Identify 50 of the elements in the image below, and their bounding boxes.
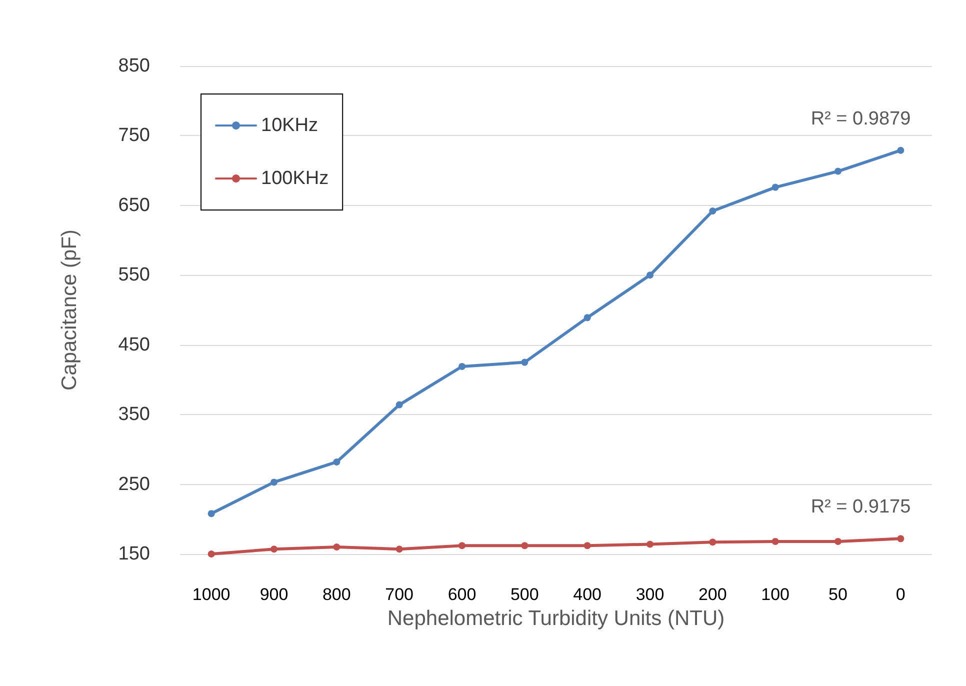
x-tick-label: 800 [322, 585, 351, 604]
annotation: R² = 0.9175 [810, 496, 911, 518]
point [646, 540, 654, 548]
y-tick-label: 350 [118, 404, 150, 426]
point [521, 358, 528, 366]
point [333, 458, 340, 466]
y-tick-label: 850 [118, 56, 150, 76]
y-tick-label: 150 [118, 544, 150, 564]
point [709, 538, 716, 546]
legend-label: 100KHz [261, 168, 329, 189]
point [333, 544, 340, 551]
point [396, 401, 403, 408]
point [458, 362, 466, 370]
x-tick-label: 400 [573, 585, 602, 604]
point [834, 168, 842, 175]
point [208, 510, 215, 518]
point [772, 538, 779, 545]
y-tick-label: 550 [118, 264, 150, 286]
point [270, 478, 278, 486]
point [897, 146, 904, 154]
point [208, 550, 215, 558]
point [584, 542, 591, 550]
point [646, 272, 654, 279]
x-tick-label: 1000 [192, 585, 230, 604]
y-tick-label: 650 [118, 194, 150, 216]
x-axis-title: Nephelometric Turbidity Units (NTU) [387, 606, 725, 630]
point [834, 538, 842, 545]
point [772, 184, 779, 191]
x-tick-label: 50 [828, 585, 848, 604]
y-tick-label: 250 [118, 474, 150, 495]
x-tick-label: 900 [260, 585, 288, 604]
point [396, 546, 403, 553]
point [521, 542, 528, 550]
y-tick-label: 750 [118, 125, 150, 146]
x-tick-label: 600 [448, 585, 476, 604]
annotation: R² = 0.9879 [810, 108, 911, 130]
point [458, 542, 466, 550]
point [270, 546, 278, 553]
x-tick-label: 700 [385, 585, 414, 604]
y-tick-label: 450 [118, 334, 150, 356]
y-axis-title: Capacitance (pF) [58, 229, 81, 391]
x-tick-label: 100 [761, 585, 790, 604]
x-tick-label: 300 [636, 585, 664, 604]
x-tick-label: 500 [510, 585, 539, 604]
x-tick-label: 200 [698, 585, 727, 604]
point [709, 208, 716, 215]
point [584, 314, 591, 322]
x-tick-label: 0 [896, 585, 906, 604]
point [897, 535, 904, 542]
legend-label: 10KHz [261, 115, 318, 136]
